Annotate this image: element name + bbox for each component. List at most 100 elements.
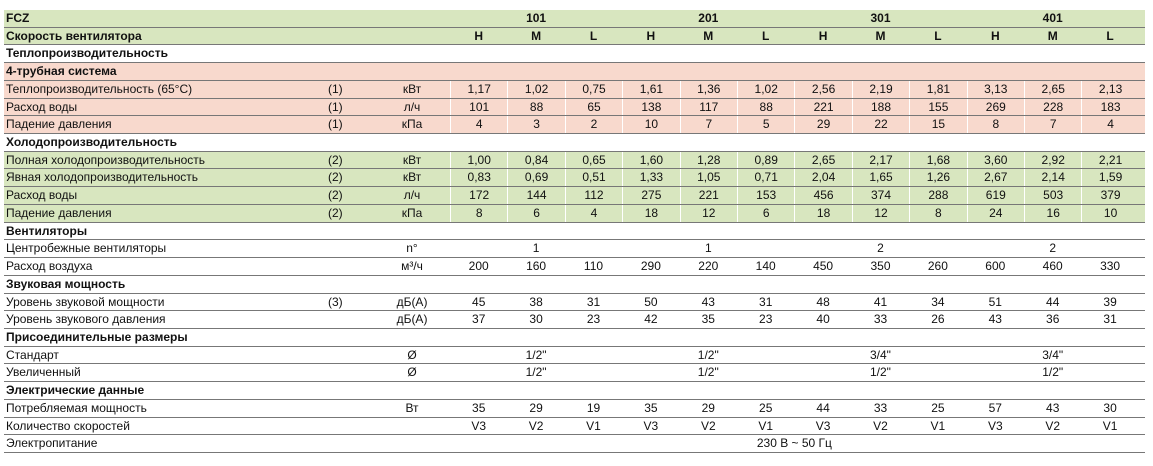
value: 29 (794, 116, 851, 134)
value: 600 (985, 259, 1006, 274)
value: 18 (794, 204, 851, 222)
value: 3 (507, 116, 564, 134)
value: 43 (1046, 400, 1060, 415)
model: 101 (526, 11, 547, 25)
row-label: Электропитание (6, 436, 98, 451)
value: 88 (507, 98, 564, 116)
value: 29 (701, 400, 715, 415)
value: 44 (1046, 294, 1060, 309)
value: 18 (622, 204, 679, 222)
section-subtitle: 4-трубная система (4, 63, 1145, 81)
value: 1/2" (697, 365, 719, 380)
value: 183 (1081, 98, 1138, 116)
value: 7 (1024, 116, 1081, 134)
value: 153 (737, 187, 794, 204)
value: 0,51 (564, 169, 622, 187)
row-note: (2) (328, 188, 343, 203)
speed: H (990, 28, 1000, 43)
value: 1,28 (679, 151, 737, 169)
value: 25 (931, 400, 945, 415)
value: V1 (586, 418, 601, 433)
data-row: Падение давления (2) кПа 8 6 4 18 12 6 18 12 8 24 16 1… (4, 204, 1145, 223)
data-row: Расход воздуха м³/ч 200 160 110 290 220 140 450 3… (4, 258, 1145, 276)
value: 2 (564, 116, 622, 134)
value: 41 (873, 294, 888, 309)
value: 450 (813, 259, 834, 274)
value: 8 (966, 116, 1024, 134)
value: 3,60 (966, 151, 1024, 169)
section-title-text: Присоединительные размеры (6, 329, 188, 344)
value: 2,56 (794, 80, 851, 98)
value: 2,04 (794, 169, 851, 187)
value: 2 (1049, 241, 1057, 256)
row-unit: кВт (402, 81, 422, 96)
value: 460 (1042, 259, 1063, 274)
row-unit: кПа (401, 205, 423, 220)
value: 35 (644, 400, 658, 415)
row-label: Центробежные вентиляторы (6, 241, 167, 256)
value: 8 (450, 204, 507, 222)
row-unit: кВт (402, 152, 422, 167)
value: 200 (468, 259, 489, 274)
value: 374 (851, 187, 909, 204)
row-unit: кВт (402, 170, 422, 185)
value: 8 (909, 204, 966, 222)
data-row: Количество скоростей V3 V2 V1 V3 V2 V1 V3 V2 V1 V3… (4, 418, 1145, 436)
value: 2,13 (1081, 80, 1138, 98)
row-unit: Ø (407, 365, 417, 380)
value: 2,14 (1024, 169, 1081, 187)
value: 155 (909, 98, 966, 116)
value: V2 (1045, 418, 1061, 433)
value: 39 (1103, 294, 1117, 309)
section-subtitle-text: 4-трубная система (6, 64, 117, 79)
value: 2,67 (966, 169, 1024, 187)
row-label: Полная холодопроизводительность (6, 152, 206, 167)
value: 4 (1081, 116, 1138, 134)
row-unit: л/ч (403, 99, 421, 114)
value: 15 (909, 116, 966, 134)
data-row: Падение давления (1) кПа 4 3 2 10 7 5 29 22 15 8 7 4 (4, 116, 1145, 135)
value: 3,13 (966, 80, 1024, 98)
value: 2,17 (851, 151, 909, 169)
value: 1,26 (909, 169, 966, 187)
value: V2 (528, 418, 544, 433)
value: V3 (987, 418, 1003, 433)
row-unit: дБ(А) (396, 294, 428, 309)
data-row: Стандарт Ø 1/2" 1/2" 3/4" 3/4" (4, 347, 1145, 365)
section-title-text: Вентиляторы (6, 223, 88, 238)
row-label: Потребляемая мощность (6, 400, 147, 415)
value: 43 (701, 294, 715, 309)
speed: H (646, 28, 656, 43)
value: 160 (526, 259, 547, 274)
value: 1/2" (525, 347, 547, 362)
data-row: Расход воды (1) л/ч 101 88 65 138 117 88 221 188 15… (4, 98, 1145, 117)
value: 40 (816, 312, 830, 327)
speed: L (589, 28, 598, 43)
value: 101 (450, 98, 507, 116)
value: 1 (704, 241, 712, 256)
value: 260 (927, 259, 948, 274)
value: 48 (816, 294, 830, 309)
value: 221 (794, 98, 851, 116)
row-note: (2) (328, 170, 343, 185)
value: V2 (700, 418, 716, 433)
section-title-text: Звуковая мощность (6, 276, 126, 291)
section-title: Звуковая мощность (4, 276, 1145, 294)
value: 0,65 (564, 151, 622, 169)
value: 2,19 (851, 80, 909, 98)
value: 23 (586, 312, 601, 327)
row-label: Расход воздуха (6, 259, 93, 274)
value: 275 (622, 187, 679, 204)
value: 31 (759, 294, 773, 309)
section-title: Вентиляторы (4, 223, 1145, 241)
section-title-text: Холодопроизводительность (6, 135, 177, 150)
value: 2,21 (1081, 151, 1138, 169)
value: V1 (758, 418, 774, 433)
value: 1,60 (622, 151, 679, 169)
value: 1,02 (507, 80, 564, 98)
row-note: (1) (328, 99, 343, 114)
value: 43 (988, 312, 1002, 327)
value: 0,71 (737, 169, 794, 187)
data-row: Уровень звукового давления дБ(А) 37 30 23 42 3… (4, 311, 1145, 329)
value: 31 (1103, 312, 1117, 327)
